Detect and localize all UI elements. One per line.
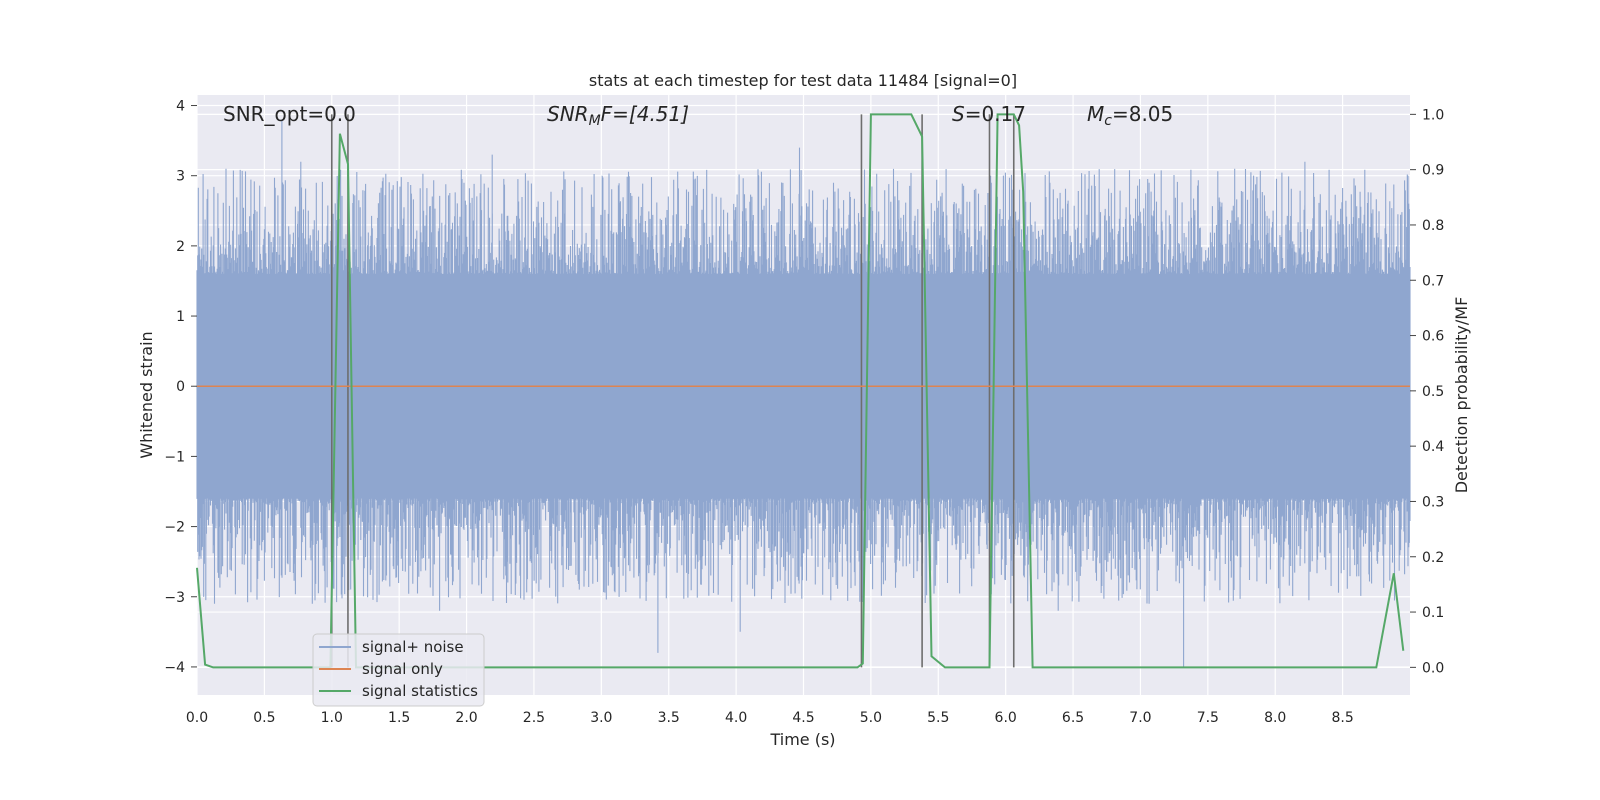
x-tick-label: 6.5 — [1062, 710, 1084, 726]
x-tick-label: 1.5 — [388, 710, 410, 726]
x-tick-label: 8.0 — [1264, 710, 1286, 726]
y2-axis-label: Detection probability/MF — [1452, 297, 1471, 494]
y2-tick-label: 0.4 — [1422, 439, 1444, 455]
annotation-snr-mf: SNRMF=[4.51] — [547, 102, 689, 129]
y2-tick-label: 0.5 — [1422, 384, 1444, 400]
legend-box — [312, 633, 485, 707]
x-tick-label: 3.5 — [658, 710, 680, 726]
annotation-snr-opt: SNR_opt=0.0 — [223, 102, 356, 126]
x-tick-label: 5.0 — [860, 710, 882, 726]
y-tick-label: −3 — [164, 590, 185, 606]
y2-tick-label: 0.2 — [1422, 550, 1444, 566]
x-tick-label: 7.5 — [1197, 710, 1219, 726]
chart-title: stats at each timestep for test data 114… — [589, 71, 1017, 90]
x-tick-label: 5.5 — [927, 710, 949, 726]
y2-tick-label: 0.8 — [1422, 218, 1444, 234]
y-tick-label: 3 — [176, 169, 185, 185]
y2-tick-label: 0.9 — [1422, 163, 1444, 179]
x-tick-label: 1.0 — [321, 710, 343, 726]
y2-tick-label: 0.0 — [1422, 660, 1444, 676]
x-tick-label: 7.0 — [1129, 710, 1151, 726]
y-tick-label: 0 — [176, 379, 185, 395]
x-tick-label: 2.5 — [523, 710, 545, 726]
y-tick-label: −2 — [164, 520, 185, 536]
x-tick-label: 6.0 — [995, 710, 1017, 726]
annotation-mc: Mc=8.05 — [1087, 102, 1173, 129]
y-axis-label: Whitened strain — [137, 331, 156, 458]
y-tick-label: 1 — [176, 309, 185, 325]
x-tick-label: 0.0 — [186, 710, 208, 726]
signal-statistics-line — [196, 113, 1405, 669]
annotation-s: S=0.17 — [952, 102, 1026, 126]
x-tick-label: 8.5 — [1331, 710, 1353, 726]
legend: signal+ noise signal only signal statist… — [312, 633, 485, 707]
x-tick-label: 0.5 — [253, 710, 275, 726]
x-axis-label: Time (s) — [769, 730, 835, 749]
y-tick-label: −1 — [164, 449, 185, 465]
x-tick-label: 4.5 — [792, 710, 814, 726]
tick-labels: 0.0 0.5 1.0 1.5 2.0 2.5 3.0 3.5 4.0 4.5 5.0 5.5 6.0 6… — [164, 99, 1444, 726]
y-tick-label: −4 — [164, 660, 185, 676]
legend-label-signal-only: signal only — [362, 660, 443, 678]
y-tick-label: 4 — [176, 99, 185, 115]
x-tick-label: 3.0 — [590, 710, 612, 726]
y2-tick-label: 0.6 — [1422, 329, 1444, 345]
x-tick-label: 2.0 — [455, 710, 477, 726]
y2-tick-label: 1.0 — [1422, 107, 1444, 123]
y2-tick-label: 0.7 — [1422, 273, 1444, 289]
x-tick-label: 4.0 — [725, 710, 747, 726]
legend-label-statistics: signal statistics — [362, 682, 478, 700]
legend-label-noise: signal+ noise — [362, 638, 464, 656]
y-tick-label: 2 — [176, 239, 185, 255]
y2-tick-label: 0.1 — [1422, 605, 1444, 621]
y2-tick-label: 0.3 — [1422, 494, 1444, 510]
